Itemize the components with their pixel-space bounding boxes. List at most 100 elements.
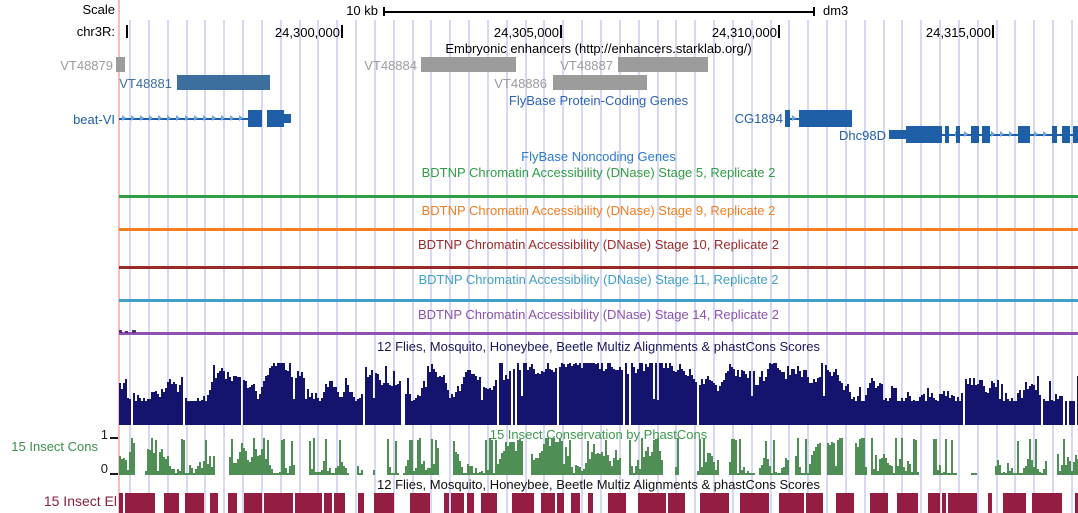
coding-genes-title[interactable]: FlyBase Protein-Coding Genes (508, 93, 689, 108)
conserved-element[interactable] (778, 493, 805, 513)
conserved-element[interactable] (333, 493, 346, 513)
conserved-element[interactable] (357, 493, 364, 513)
multiz-track-title-2[interactable]: 12 Flies, Mosquito, Honeybee, Beetle Mul… (377, 477, 820, 492)
conserved-element[interactable] (587, 493, 593, 513)
enhancer-box-VT48881[interactable] (177, 75, 270, 90)
bdtnp-track-title[interactable]: BDTNP Chromatin Accessibility (DNase) St… (417, 237, 780, 252)
conserved-element[interactable] (323, 493, 332, 513)
bdtnp-track-title[interactable]: BDTNP Chromatin Accessibility (DNase) St… (418, 272, 779, 287)
conserved-element[interactable] (667, 493, 686, 513)
conserved-element[interactable] (374, 493, 395, 513)
enhancer-label-VT48879[interactable]: VT48879 (60, 58, 113, 73)
scale-bar-right-tick (813, 7, 815, 16)
gene-exon-Dhc98D[interactable] (1018, 126, 1030, 143)
gene-label-CG1894[interactable]: CG1894 (734, 111, 783, 126)
scale-bar-left-tick (383, 7, 385, 16)
conserved-element[interactable] (243, 493, 262, 513)
conserved-element[interactable] (263, 493, 293, 513)
conserved-element[interactable] (1003, 493, 1026, 513)
conserved-element[interactable] (806, 493, 824, 513)
conserved-element[interactable] (556, 493, 565, 513)
conserved-element[interactable] (209, 493, 218, 513)
conserved-element[interactable] (637, 493, 666, 513)
gene-exon-beat-VI[interactable] (248, 110, 262, 127)
gene-utr-beat-VI[interactable] (284, 114, 291, 123)
conserved-element[interactable] (119, 493, 124, 513)
conserved-element[interactable] (467, 493, 474, 513)
phastcons-axis-max: 1 (100, 427, 108, 442)
gene-exon-Dhc98D[interactable] (971, 126, 979, 143)
conserved-element[interactable] (1075, 493, 1078, 513)
enhancer-track-title[interactable]: Embryonic enhancers (http://enhancers.st… (445, 41, 752, 56)
enhancer-label-VT48884[interactable]: VT48884 (364, 58, 417, 73)
gene-exon-Dhc98D[interactable] (906, 126, 942, 143)
ruler-tick (560, 25, 562, 38)
gene-exon-Dhc98D[interactable] (1073, 126, 1078, 143)
conserved-element[interactable] (739, 493, 769, 513)
enhancer-box-VT48879[interactable] (116, 57, 125, 72)
conserved-element[interactable] (450, 493, 465, 513)
gene-exon-Dhc98D[interactable] (982, 126, 990, 143)
conserved-element[interactable] (125, 493, 155, 513)
stage14-signal-bump (132, 330, 136, 333)
gene-label-beat-VI[interactable]: beat-VI (73, 112, 115, 127)
conserved-element[interactable] (571, 493, 581, 513)
conserved-element[interactable] (869, 493, 889, 513)
chrom-start-tick (126, 25, 128, 38)
conserved-element[interactable] (511, 493, 535, 513)
gene-exon-Dhc98D[interactable] (945, 126, 949, 143)
bdtnp-signal-baseline (119, 332, 1078, 335)
conserved-element[interactable] (987, 493, 993, 513)
conserved-element[interactable] (1032, 493, 1062, 513)
conserved-element[interactable] (409, 493, 431, 513)
assembly-label: dm3 (823, 3, 849, 18)
conserved-element[interactable] (699, 493, 729, 513)
bdtnp-track-title[interactable]: BDTNP Chromatin Accessibility (DNase) St… (417, 307, 780, 322)
gene-intron-line-beat-VI[interactable] (119, 117, 248, 120)
conserved-element[interactable] (294, 493, 322, 513)
scale-value: 10 kb (346, 3, 378, 18)
conserved-element[interactable] (185, 493, 204, 513)
conserved-element[interactable] (443, 493, 449, 513)
gene-exon-CG1894[interactable] (785, 110, 790, 127)
ruler-coordinate: 24,310,000 (711, 25, 777, 40)
conserved-element[interactable] (541, 493, 555, 513)
enhancer-box-VT48887[interactable] (618, 57, 708, 72)
gene-exon-CG1894[interactable] (799, 110, 852, 127)
conserved-element[interactable] (927, 493, 940, 513)
enhancer-label-VT48887[interactable]: VT48887 (560, 58, 613, 73)
enhancer-label-VT48881[interactable]: VT48881 (119, 76, 172, 91)
enhancer-box-VT48884[interactable] (421, 57, 516, 72)
noncoding-genes-title[interactable]: FlyBase Noncoding Genes (521, 149, 676, 164)
conserved-element[interactable] (941, 493, 947, 513)
phastcons-track-title[interactable]: 15 Insect Conservation by PhastCons (489, 427, 708, 442)
conserved-element[interactable] (835, 493, 855, 513)
ruler-tick (778, 25, 780, 38)
conserved-element[interactable] (481, 493, 497, 513)
gene-exon-Dhc98D[interactable] (956, 126, 960, 143)
conserved-element[interactable] (948, 493, 977, 513)
conserved-element[interactable] (896, 493, 918, 513)
insect-elements-left-label[interactable]: 15 Insect El (43, 493, 117, 509)
multiz-track-title[interactable]: 12 Flies, Mosquito, Honeybee, Beetle Mul… (377, 339, 820, 354)
gene-exon-Dhc98D[interactable] (1052, 126, 1057, 143)
gene-exon-Dhc98D[interactable] (1062, 126, 1070, 143)
ruler-tick (341, 25, 343, 38)
phastcons-left-label[interactable]: 15 Insect Cons (11, 439, 98, 454)
bdtnp-track-title[interactable]: BDTNP Chromatin Accessibility (DNase) St… (421, 203, 776, 218)
conserved-element[interactable] (164, 493, 179, 513)
ruler-coordinate: 24,305,000 (493, 25, 559, 40)
bdtnp-signal-baseline (119, 266, 1078, 269)
stage14-signal-bump (125, 331, 128, 333)
scale-label: Scale (82, 2, 115, 17)
gene-label-Dhc98D[interactable]: Dhc98D (839, 128, 886, 143)
conserved-element[interactable] (227, 493, 237, 513)
conserved-element[interactable] (607, 493, 627, 513)
enhancer-box-VT48886[interactable] (553, 75, 647, 90)
gene-exon-beat-VI[interactable] (267, 110, 284, 127)
position-guideline (117, 0, 120, 513)
bdtnp-track-title[interactable]: BDTNP Chromatin Accessibility (DNase) St… (421, 165, 776, 180)
enhancer-label-VT48886[interactable]: VT48886 (494, 76, 547, 91)
gene-utr-Dhc98D[interactable] (889, 130, 906, 139)
stage14-signal-bump (119, 330, 122, 333)
